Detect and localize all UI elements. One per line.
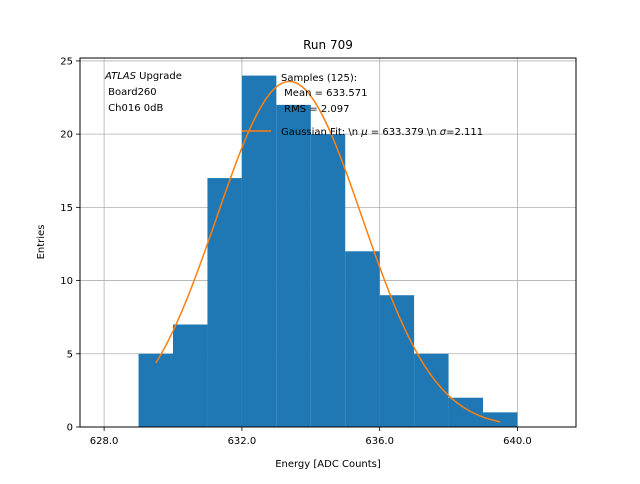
atlas-annotation: ATLAS Upgrade Board260 Ch016 0dB (104, 71, 182, 114)
x-tick-label: 628.0 (90, 436, 119, 447)
histogram-bar (241, 75, 277, 428)
histogram-bar (207, 178, 242, 427)
histogram-bar (276, 104, 311, 427)
histogram-bar (448, 397, 483, 427)
y-tick-label: 0 (67, 423, 73, 434)
histogram-bar (379, 295, 415, 427)
x-axis-label: Energy [ADC Counts] (275, 459, 381, 470)
y-tick-label: 15 (60, 203, 73, 214)
atlas-label: ATLAS Upgrade (104, 71, 182, 82)
plot-frame (79, 57, 577, 428)
y-tick-label: 20 (60, 130, 73, 141)
legend: Samples (125): Mean = 633.571 RMS = 2.09… (242, 73, 483, 138)
legend-samples-line-2: Mean = 633.571 (281, 88, 368, 99)
y-tick-label: 25 (60, 56, 73, 67)
x-tick-label: 640.0 (503, 436, 532, 447)
histogram-bars (138, 75, 518, 428)
histogram-bar (173, 324, 208, 427)
x-axis: 628.0 632.0 636.0 640.0 (90, 427, 532, 447)
legend-fit-label: Gaussian Fit: \n μ = 633.379 \n σ=2.111 (281, 127, 483, 138)
channel-label: Ch016 0dB (105, 103, 163, 114)
y-tick-label: 10 (60, 276, 73, 287)
histogram-bar (138, 353, 173, 427)
y-axis-label: Entries (36, 225, 47, 260)
legend-samples-line-1: Samples (125): (281, 73, 357, 84)
chart-title: Run 709 (303, 38, 353, 52)
y-tick-label: 5 (67, 349, 73, 360)
gaussian-fit-curve (155, 80, 501, 423)
legend-fit-mu: μ (360, 127, 367, 138)
upgrade-text: Upgrade (136, 71, 182, 82)
legend-fit-middle: = 633.379 \n (368, 127, 440, 138)
y-axis: 0 5 10 15 20 25 (60, 56, 80, 434)
board-label: Board260 (105, 87, 157, 98)
histogram-bar (483, 412, 518, 427)
x-tick-label: 636.0 (365, 436, 394, 447)
legend-samples-line-3: RMS = 2.097 (281, 104, 349, 115)
legend-fit-suffix: =2.111 (446, 127, 483, 138)
x-tick-label: 632.0 (228, 436, 257, 447)
atlas-italic: ATLAS (104, 71, 137, 82)
legend-fit-prefix: Gaussian Fit: \n (281, 127, 361, 138)
histogram-bar (345, 251, 380, 427)
fit-curve-group (155, 80, 501, 423)
histogram-bar (310, 134, 346, 427)
legend-fit-sigma: σ (440, 127, 447, 138)
